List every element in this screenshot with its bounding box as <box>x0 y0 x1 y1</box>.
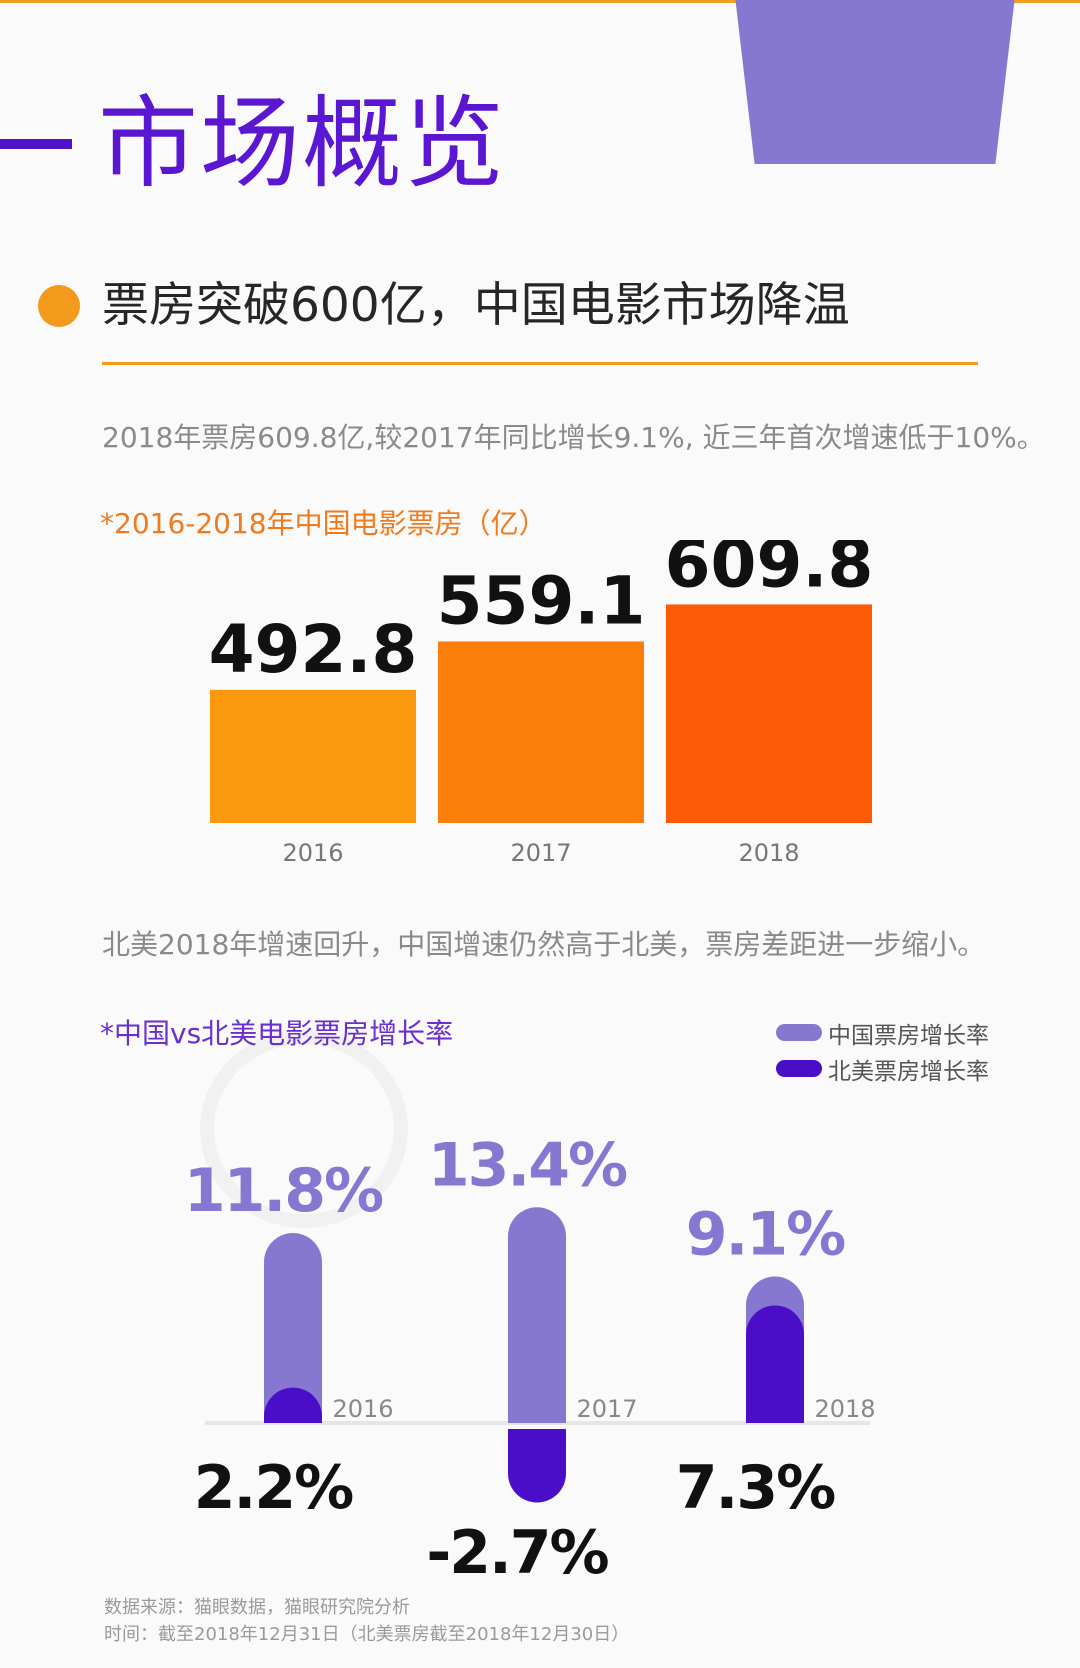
legend-label-north-america: 北美票房增长率 <box>828 1059 989 1085</box>
data-source-note: 数据来源：猫眼数据，猫眼研究院分析 <box>104 1597 410 1618</box>
section-divider <box>102 362 978 365</box>
summary-paragraph: 2018年票房609.8亿,较2017年同比增长9.1%, 近三年首次增速低于1… <box>102 421 1045 454</box>
na-growth-bar-2017 <box>508 1429 566 1503</box>
growth-chart-legend: 中国票房增长率 北美票房增长率 <box>776 1014 1016 1086</box>
box-office-value-label-2016: 492.8 <box>209 611 418 688</box>
box-office-value-label-2018: 609.8 <box>665 540 874 602</box>
legend-swatch-china <box>776 1024 822 1041</box>
growth-year-label-2017: 2017 <box>576 1395 637 1423</box>
china-growth-label-2017: 13.4% <box>428 1130 627 1200</box>
growth-chart-title: *中国vs北美电影票房增长率 <box>100 1017 454 1050</box>
section-heading: 票房突破600亿，中国电影市场降温 <box>102 278 850 333</box>
china-growth-bar-2016 <box>264 1233 322 1423</box>
china-growth-bar-2017 <box>508 1207 566 1423</box>
china-growth-label-2018: 9.1% <box>686 1199 845 1269</box>
legend-item-north-america: 北美票房增长率 <box>776 1050 1016 1086</box>
box-office-year-label-2016: 2016 <box>282 839 343 867</box>
page-title: 市场概览 <box>98 85 506 202</box>
title-dash <box>0 139 72 149</box>
legend-swatch-north-america <box>776 1060 822 1077</box>
header-banner-shape <box>735 0 1015 164</box>
growth-year-label-2018: 2018 <box>814 1395 875 1423</box>
box-office-year-label-2018: 2018 <box>738 839 799 867</box>
na-growth-bar-2018 <box>746 1305 804 1423</box>
bullet-dot-icon <box>38 285 80 327</box>
growth-year-label-2016: 2016 <box>332 1395 393 1423</box>
box-office-year-label-2017: 2017 <box>510 839 571 867</box>
box-office-bar-2017 <box>438 641 644 823</box>
legend-label-china: 中国票房增长率 <box>828 1023 989 1049</box>
na-growth-label-2016: 2.2% <box>194 1453 353 1523</box>
box-office-bar-2018 <box>666 604 872 823</box>
na-growth-label-2017: -2.7% <box>426 1518 608 1580</box>
top-accent-line <box>0 0 1080 3</box>
box-office-bar-chart: 492.8 2016 559.1 2017 609.8 2018 <box>209 540 874 867</box>
data-time-note: 时间：截至2018年12月31日（北美票房截至2018年12月30日） <box>104 1624 630 1645</box>
na-growth-bar-2016 <box>264 1387 322 1423</box>
box-office-value-label-2017: 559.1 <box>437 562 646 639</box>
box-office-chart-title: *2016-2018年中国电影票房（亿） <box>100 507 547 540</box>
china-growth-label-2016: 11.8% <box>184 1156 383 1226</box>
growth-rate-chart: 11.8% 2.2% 2016 13.4% -2.7% 2017 9.1% 7.3% 2018 <box>184 1130 876 1580</box>
box-office-bar-2016 <box>210 689 416 823</box>
comparison-paragraph: 北美2018年增速回升，中国增速仍然高于北美，票房差距进一步缩小。 <box>102 928 986 961</box>
na-growth-label-2018: 7.3% <box>676 1453 835 1523</box>
legend-item-china: 中国票房增长率 <box>776 1014 1016 1050</box>
